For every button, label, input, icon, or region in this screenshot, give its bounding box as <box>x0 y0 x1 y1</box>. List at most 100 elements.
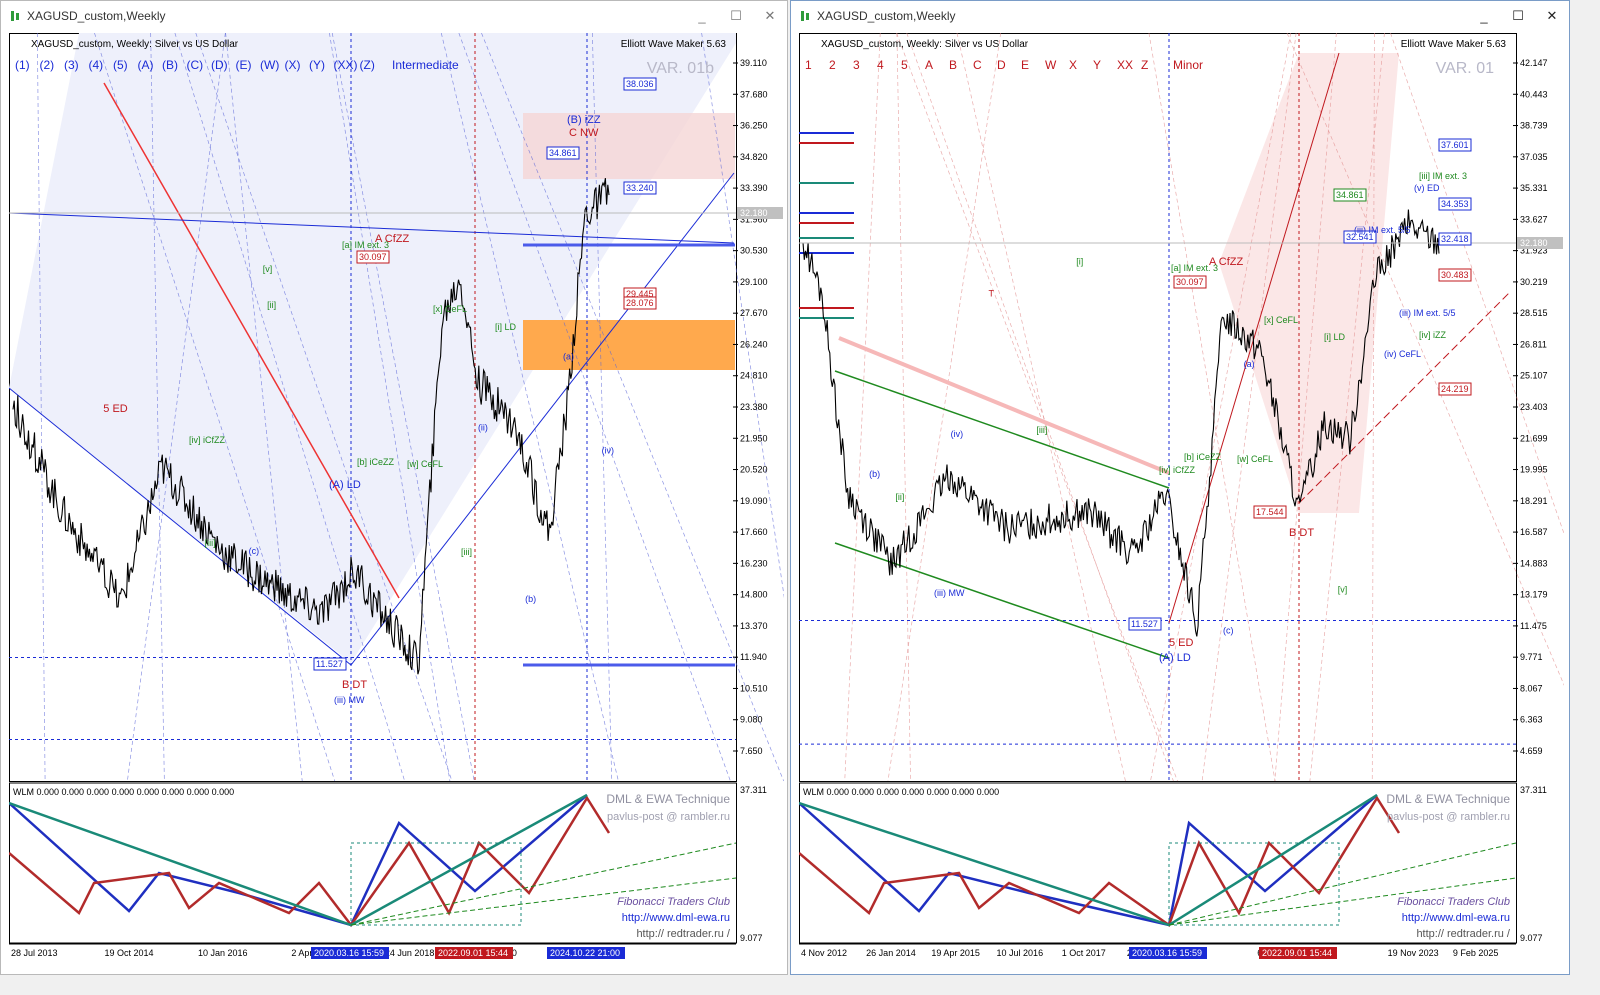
degree-button-W[interactable]: W <box>1045 58 1057 72</box>
subwindow-max: 37.311 <box>740 785 767 795</box>
url-link[interactable]: http:// redtrader.ru / <box>636 928 730 940</box>
wave-label: (iv) CeFL <box>1384 349 1421 359</box>
degree-button-3[interactable]: (3) <box>64 58 79 72</box>
degree-button-XX[interactable]: XX <box>1117 58 1133 72</box>
level-tag: 30.097 <box>359 252 387 262</box>
chart-window-right[interactable]: XAGUSD_custom,Weekly _ ☐ ✕ XAGUSD_custom… <box>790 0 1600 975</box>
level-tag-box <box>356 250 390 264</box>
grid-line <box>150 32 165 782</box>
degree-button-W[interactable]: (W) <box>260 58 279 72</box>
degree-button-X[interactable]: (X) <box>285 58 301 72</box>
degree-label: Minor <box>1173 58 1203 72</box>
level-tag-box <box>1343 230 1377 244</box>
level-tag: 24.219 <box>1441 384 1469 394</box>
price-tick-label: 19.995 <box>1520 465 1548 475</box>
close-button[interactable]: ✕ <box>764 8 776 23</box>
level-tag: 37.601 <box>1441 140 1469 150</box>
level-tag: 17.544 <box>1256 507 1284 517</box>
chart-header: XAGUSD_custom, Weekly: Silver vs US Doll… <box>31 39 239 50</box>
subwindow-label: WLM 0.000 0.000 0.000 0.000 0.000 0.000 … <box>803 787 999 797</box>
maximize-button[interactable]: ☐ <box>730 8 742 23</box>
price-tick-label: 29.100 <box>740 277 768 287</box>
price-tick-label: 27.670 <box>740 308 768 318</box>
chart-canvas-right[interactable]: XAGUSD_custom, Weekly: Silver vs US Doll… <box>798 32 1600 973</box>
degree-button-4[interactable]: 4 <box>877 58 884 72</box>
degree-button-2[interactable]: 2 <box>829 58 836 72</box>
window-titlebar[interactable]: XAGUSD_custom,Weekly _ ☐ ✕ <box>1 1 787 31</box>
wave-label: [v] <box>1338 585 1348 595</box>
window-titlebar[interactable]: XAGUSD_custom,Weekly _ ☐ ✕ <box>791 1 1569 31</box>
maximize-button[interactable]: ☐ <box>1512 8 1524 23</box>
indicator-name: Elliott Wave Maker 5.63 <box>621 39 727 50</box>
wave-label: [a] IM ext. 3 <box>342 240 389 250</box>
grid-line <box>1274 32 1337 782</box>
level-tag: 38.036 <box>626 79 654 89</box>
degree-button-3[interactable]: 3 <box>853 58 860 72</box>
level-tag-box <box>623 296 657 310</box>
subwindow-max: 37.311 <box>1520 785 1547 795</box>
degree-button-E[interactable]: (E) <box>236 58 252 72</box>
level-tag: 34.353 <box>1441 199 1469 209</box>
time-label: 28 Jul 2013 <box>11 948 58 958</box>
channel-line-pink <box>838 336 1170 475</box>
degree-button-B[interactable]: (B) <box>162 58 178 72</box>
degree-button-2[interactable]: (2) <box>40 58 55 72</box>
current-price-tag <box>1517 237 1563 249</box>
club-name: Fibonacci Traders Club <box>1397 896 1510 908</box>
wave-label: (iv) <box>951 429 964 439</box>
grid-line <box>1309 32 1385 782</box>
price-tick-label: 26.811 <box>1520 339 1547 349</box>
price-tick-label: 28.515 <box>1520 308 1548 318</box>
wave-label: [ii] <box>267 300 276 310</box>
minimize-button[interactable]: _ <box>1480 8 1488 24</box>
price-chart-right[interactable]: XAGUSD_custom, Weekly: Silver vs US Doll… <box>798 32 1600 968</box>
degree-button-5[interactable]: 5 <box>901 58 908 72</box>
degree-button-D[interactable]: (D) <box>211 58 228 72</box>
channel-line <box>350 172 735 666</box>
degree-button-C[interactable]: C <box>973 58 982 72</box>
degree-button-X[interactable]: X <box>1069 58 1077 72</box>
chart-canvas-left[interactable]: XAGUSD_custom, Weekly: Silver vs US Doll… <box>8 32 812 973</box>
degree-button-5[interactable]: (5) <box>113 58 128 72</box>
main-plot-frame <box>799 33 1517 782</box>
price-tick-label: 11.475 <box>1520 621 1547 631</box>
close-button[interactable]: ✕ <box>1546 8 1558 23</box>
degree-button-XX[interactable]: (XX) <box>334 58 358 72</box>
degree-button-Z[interactable]: (Z) <box>360 58 375 72</box>
url-link[interactable]: http:// redtrader.ru / <box>1416 928 1510 940</box>
degree-button-A[interactable]: A <box>925 58 933 72</box>
wave-label: (b) <box>525 594 536 604</box>
degree-button-Z[interactable]: Z <box>1141 58 1148 72</box>
price-tick-label: 33.390 <box>740 183 768 193</box>
time-label: 24 Jun 2018 <box>385 948 435 958</box>
degree-button-1[interactable]: 1 <box>805 58 812 72</box>
chart-window-left[interactable]: XAGUSD_custom,Weekly _ ☐ ✕ XAGUSD_custom… <box>0 0 812 975</box>
grid-line <box>1390 32 1600 639</box>
degree-button-B[interactable]: B <box>949 58 957 72</box>
degree-button-4[interactable]: (4) <box>89 58 104 72</box>
level-tag-box <box>1128 617 1162 631</box>
level-tag: 34.861 <box>549 148 577 158</box>
level-tag-box <box>1438 138 1472 152</box>
wave-label: (c) <box>249 546 260 556</box>
grid-line <box>94 32 336 782</box>
degree-button-E[interactable]: E <box>1021 58 1029 72</box>
grid-line <box>481 32 785 782</box>
watermark-title: DML & EWA Technique <box>606 792 730 806</box>
degree-button-1[interactable]: (1) <box>15 58 30 72</box>
degree-button-Y[interactable]: Y <box>1093 58 1101 72</box>
degree-button-A[interactable]: (A) <box>138 58 154 72</box>
level-tag: 29.445 <box>626 289 654 299</box>
url-link[interactable]: http://www.dml-ewa.ru <box>1402 912 1510 924</box>
degree-button-Y[interactable]: (Y) <box>309 58 325 72</box>
price-tick-label: 42.147 <box>1520 58 1548 68</box>
price-tick-label: 40.443 <box>1520 89 1548 99</box>
price-tick-label: 34.820 <box>740 152 768 162</box>
minimize-button[interactable]: _ <box>698 8 706 24</box>
degree-button-D[interactable]: D <box>997 58 1006 72</box>
degree-button-C[interactable]: (C) <box>187 58 204 72</box>
grid-line <box>331 32 475 782</box>
url-link[interactable]: http://www.dml-ewa.ru <box>622 912 730 924</box>
wave-label: [iii] <box>205 538 216 548</box>
price-chart-left[interactable]: XAGUSD_custom, Weekly: Silver vs US Doll… <box>8 32 812 968</box>
